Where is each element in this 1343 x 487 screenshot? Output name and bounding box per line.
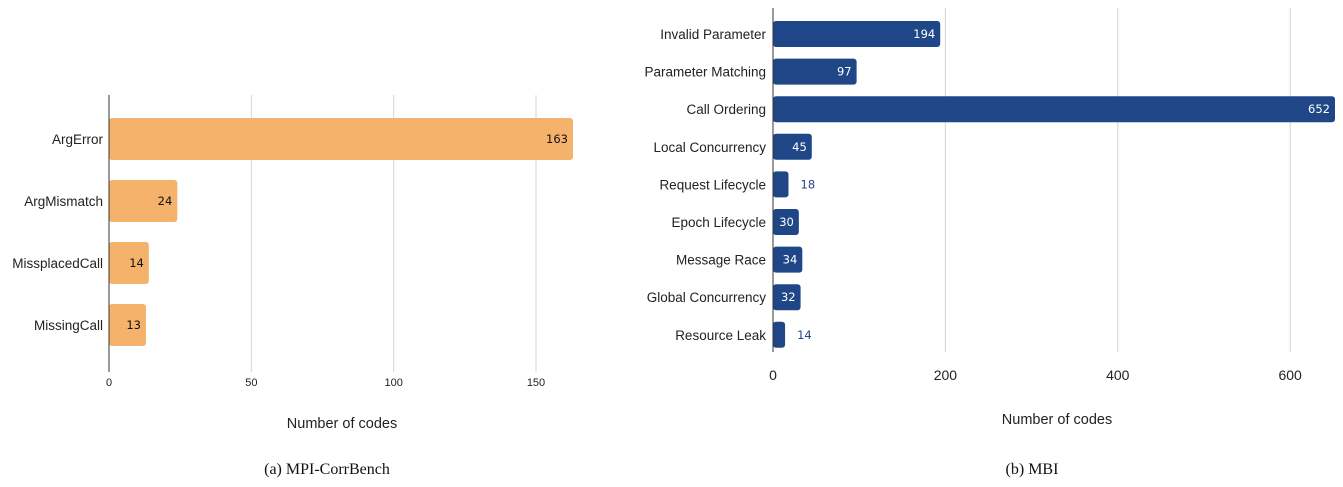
- chart-a-caption: (a) MPI-CorrBench: [264, 461, 390, 478]
- category-label: Message Race: [676, 253, 766, 268]
- x-tick-label: 0: [769, 367, 777, 383]
- value-label: 24: [158, 194, 173, 208]
- chart-a-value-labels: 163 24 14 13: [126, 132, 568, 332]
- chart-b-gridlines: [944, 8, 1291, 352]
- category-label: Invalid Parameter: [660, 27, 766, 42]
- x-tick-label: 600: [1278, 367, 1302, 383]
- category-label: Global Concurrency: [647, 290, 767, 305]
- chart-a-x-axis-title: Number of codes: [287, 416, 397, 432]
- bar-argerror: [109, 118, 573, 160]
- value-label: 97: [837, 65, 852, 79]
- value-label: 18: [801, 177, 816, 191]
- category-label: Request Lifecycle: [659, 177, 766, 192]
- value-label: 14: [797, 328, 812, 342]
- chart-b-value-labels: 194 97 652 45 18 30 34 32 14: [779, 27, 1330, 342]
- chart-a-category-labels: ArgError ArgMismatch MissplacedCall Missing…: [12, 132, 103, 333]
- category-label: Call Ordering: [686, 102, 766, 117]
- bar-invalid-parameter: [773, 21, 941, 47]
- bar-request-lifecycle: [773, 171, 789, 198]
- category-label: Epoch Lifecycle: [671, 215, 766, 230]
- value-label: 30: [779, 215, 794, 229]
- category-label: MissingCall: [34, 318, 103, 333]
- value-label: 163: [546, 132, 568, 146]
- category-label: Parameter Matching: [644, 65, 766, 80]
- bar-call-ordering: [773, 96, 1335, 123]
- bar-resource-leak: [773, 321, 786, 348]
- bar-missingcall: [109, 304, 147, 346]
- category-label: Local Concurrency: [653, 140, 766, 155]
- category-label: Resource Leak: [675, 328, 766, 343]
- bar-local-concurrency: [773, 133, 812, 160]
- chart-b-tick-labels: 0 200 400 600: [769, 367, 1302, 383]
- chart-b-category-labels: Invalid Parameter Parameter Matching Call …: [644, 27, 766, 343]
- x-tick-label: 200: [934, 367, 958, 383]
- x-tick-label: 150: [527, 377, 545, 389]
- x-tick-label: 400: [1106, 367, 1130, 383]
- value-label: 34: [783, 253, 798, 267]
- bar-parameter-matching: [773, 58, 857, 85]
- chart-a-tick-labels: 0 50 100 150: [106, 377, 545, 389]
- value-label: 652: [1308, 102, 1330, 116]
- chart-b-x-axis-title: Number of codes: [1002, 412, 1112, 428]
- value-label: 32: [781, 290, 796, 304]
- category-label: ArgMismatch: [24, 194, 103, 209]
- bar-argmismatch: [109, 180, 178, 222]
- bar-missplacedcall: [109, 242, 149, 284]
- value-label: 13: [126, 318, 141, 332]
- x-tick-label: 100: [384, 377, 402, 389]
- x-tick-label: 50: [245, 377, 257, 389]
- value-label: 45: [792, 140, 807, 154]
- category-label: MissplacedCall: [12, 256, 103, 271]
- bar-global-concurrency: [773, 284, 801, 311]
- bar-epoch-lifecycle: [773, 209, 799, 235]
- chart-a-bars: [109, 118, 573, 346]
- chart-mpi-corrbench: 163 24 14 13 ArgError ArgMismatch MissplacedC…: [12, 95, 573, 478]
- chart-b-caption: (b) MBI: [1006, 461, 1059, 478]
- value-label: 14: [129, 256, 144, 270]
- chart-b-bars: [773, 21, 1335, 348]
- chart-mbi: 194 97 652 45 18 30 34 32 14 Invalid Parameter Pa…: [644, 8, 1335, 478]
- x-tick-label: 0: [106, 377, 112, 389]
- bar-message-race: [773, 246, 803, 273]
- value-label: 194: [913, 27, 935, 41]
- category-label: ArgError: [52, 132, 104, 147]
